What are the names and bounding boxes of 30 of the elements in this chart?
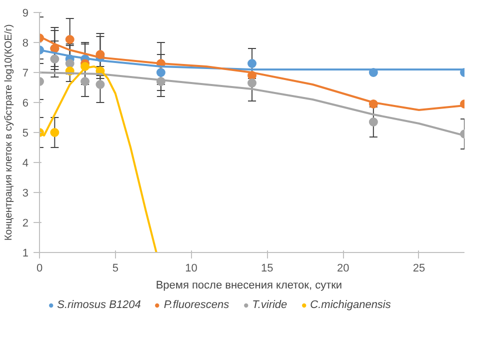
point (156, 68, 166, 77)
x-tick-label: 20 (336, 262, 350, 274)
y-tick-label: 7 (22, 68, 29, 80)
y-tick-label: 8 (22, 38, 29, 50)
legend-label: S.rimosus B1204 (57, 299, 141, 311)
point (248, 59, 256, 68)
x-tick-label: 10 (185, 262, 198, 274)
y-tick-label: 2 (22, 218, 29, 230)
y-tick-label: 3 (22, 188, 29, 200)
y-tick-label: 6 (22, 98, 29, 110)
y-tick-label: 1 (22, 248, 29, 260)
point (50, 54, 60, 64)
x-axis-title: Время после внесения клеток, сутки (156, 280, 342, 292)
point (65, 35, 74, 44)
point (65, 59, 74, 68)
legend-label: T.viride (252, 299, 288, 311)
x-tick-label: 0 (36, 262, 43, 274)
point (80, 77, 90, 86)
legend-label: P.fluorescens (164, 299, 230, 311)
y-tick-label: 5 (22, 128, 29, 140)
legend-label: C.michiganensis (310, 299, 391, 311)
point (368, 118, 378, 126)
y-axis-title: Концентрация клеток в субстрате log10(КОЕ/г) (3, 24, 14, 241)
x-tick-label: 25 (412, 262, 426, 274)
point (248, 78, 256, 88)
y-tick-label: 9 (22, 8, 29, 20)
y-tick-label: 4 (22, 158, 29, 170)
point (50, 128, 60, 137)
x-tick-label: 15 (261, 262, 274, 274)
x-tick-label: 5 (112, 262, 118, 274)
